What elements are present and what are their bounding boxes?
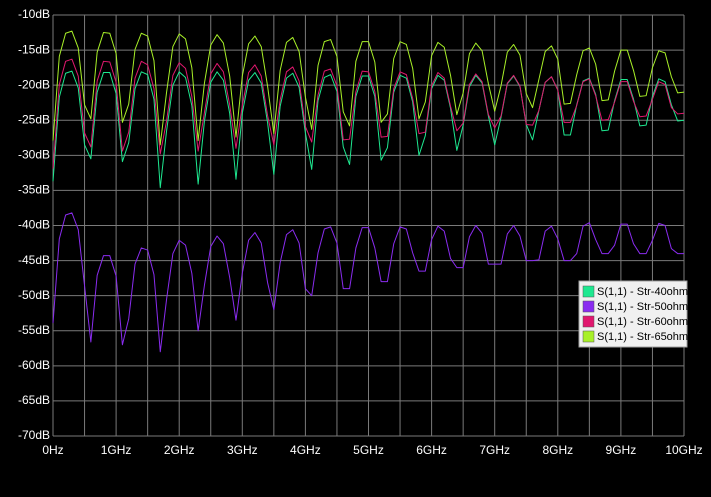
y-tick-label: -35dB — [18, 183, 50, 197]
legend-box — [578, 280, 688, 348]
y-tick-label: -65dB — [18, 393, 50, 407]
legend-label: S(1,1) - Str-50ohm. — [597, 301, 691, 313]
x-tick-label: 5GHz — [353, 443, 384, 457]
legend-swatch — [582, 315, 595, 328]
x-tick-label: 6GHz — [416, 443, 447, 457]
y-tick-label: -15dB — [18, 42, 50, 56]
legend-swatch — [582, 330, 595, 343]
y-tick-label: -45dB — [18, 253, 50, 267]
legend-swatch — [582, 300, 595, 313]
series-line — [52, 212, 684, 353]
x-tick-label: 7GHz — [479, 443, 510, 457]
x-tick-label: 1GHz — [101, 443, 132, 457]
x-tick-label: 9GHz — [606, 443, 637, 457]
legend-label: S(1,1) - Str-60ohm. — [597, 316, 691, 328]
series-line — [52, 58, 685, 169]
legend-label: S(1,1) - Str-65ohm. — [597, 331, 691, 343]
y-tick-label: -30dB — [18, 148, 50, 162]
y-tick-label: -10dB — [18, 7, 50, 21]
y-tick-label: -50dB — [18, 288, 50, 302]
x-tick-label: 0Hz — [42, 443, 63, 457]
legend-swatch — [582, 285, 595, 298]
x-tick-label: 4GHz — [290, 443, 321, 457]
y-tick-label: -25dB — [18, 112, 50, 126]
y-tick-label: -60dB — [18, 358, 50, 372]
legend: S(1,1) - Str-40ohm. S(1,1) - Str-50ohm. S(… — [578, 280, 691, 348]
x-tick-label: 8GHz — [542, 443, 573, 457]
legend-label: S(1,1) - Str-40ohm. — [597, 286, 691, 298]
y-tick-label: -40dB — [18, 218, 50, 232]
y-tick-label: -55dB — [18, 323, 50, 337]
series-line — [52, 30, 685, 146]
y-tick-label: -20dB — [18, 77, 50, 91]
x-tick-label: 3GHz — [227, 443, 258, 457]
x-tick-label: 10GHz — [665, 443, 702, 457]
y-tick-label: -70dB — [18, 428, 50, 442]
x-tick-label: 2GHz — [164, 443, 195, 457]
